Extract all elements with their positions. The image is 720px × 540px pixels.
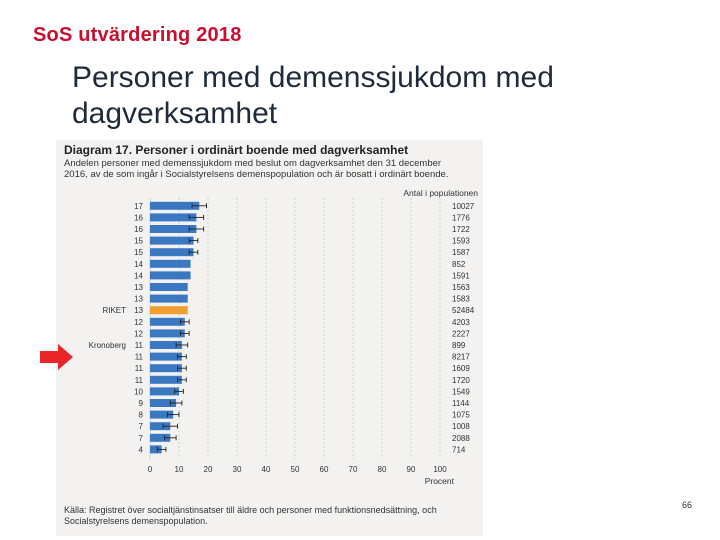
population-count: 1720	[452, 376, 470, 385]
value-label: 17	[134, 202, 143, 211]
value-label: 14	[134, 260, 143, 269]
value-label: 7	[139, 422, 144, 431]
value-label: 12	[134, 329, 143, 338]
value-label: 8	[139, 411, 144, 420]
x-tick-label: 70	[349, 465, 358, 474]
bar-chart: 0 10 20 30 40 50 60 70 80 90 100 Procent Antal i pop…	[89, 188, 479, 486]
population-count: 4203	[452, 318, 470, 327]
x-axis-label: Procent	[425, 476, 455, 486]
value-label: 13	[134, 306, 143, 315]
arrow-icon	[40, 344, 73, 370]
x-tick-label: 50	[291, 465, 300, 474]
slide-title: Personer med demenssjukdom med dagverksa…	[72, 61, 554, 130]
brand-title: SoS utvärdering 2018	[33, 24, 242, 46]
bar	[150, 433, 171, 442]
population-count: 899	[452, 341, 466, 350]
population-count: 1591	[452, 271, 470, 280]
population-count: 852	[452, 260, 466, 269]
bar	[150, 341, 182, 349]
value-label: 12	[134, 318, 143, 327]
value-label: 14	[134, 271, 143, 280]
bar	[150, 375, 182, 384]
x-tick-label: 100	[433, 465, 447, 474]
bar	[150, 201, 200, 210]
x-tick-label: 0	[148, 465, 153, 474]
chart-title: Diagram 17. Personer i ordinärt boende m…	[64, 143, 409, 157]
chart-source: Källa: Registret över socialtjänstinsats…	[64, 505, 437, 526]
bar	[150, 399, 177, 407]
value-label: 4	[139, 445, 144, 454]
page-number: 66	[682, 500, 693, 510]
population-count: 1563	[452, 283, 470, 292]
x-tick-label: 20	[204, 465, 213, 474]
value-label: 16	[134, 225, 143, 234]
bar	[150, 294, 188, 303]
bar	[150, 364, 182, 373]
value-label: 9	[139, 399, 144, 408]
value-label: 13	[134, 295, 143, 304]
population-count: 8217	[452, 353, 470, 362]
bar	[150, 445, 162, 454]
population-count: 714	[452, 445, 466, 454]
bar	[150, 248, 194, 257]
population-count: 2227	[452, 329, 470, 338]
x-tick-label: 30	[233, 465, 242, 474]
bar	[150, 225, 197, 233]
population-count: 1722	[452, 225, 470, 234]
x-tick-label: 60	[320, 465, 329, 474]
bar	[150, 317, 185, 326]
x-tick-label: 90	[407, 465, 416, 474]
population-count: 1144	[452, 399, 470, 408]
population-count: 1776	[452, 213, 470, 222]
population-count: 1609	[452, 364, 470, 373]
population-count: 2088	[452, 434, 470, 443]
population-count: 10027	[452, 202, 475, 211]
value-label: 11	[135, 376, 144, 385]
value-label: 11	[135, 353, 144, 362]
value-label: 11	[135, 364, 144, 373]
bar	[150, 271, 191, 280]
value-label: 16	[134, 213, 143, 222]
bar	[150, 410, 174, 419]
value-label: 10	[134, 387, 143, 396]
bar	[150, 259, 191, 268]
value-label: 13	[134, 283, 143, 292]
population-count: 52484	[452, 306, 475, 315]
x-tick-label: 10	[175, 465, 184, 474]
value-label: 15	[134, 237, 143, 246]
population-count: 1583	[452, 295, 470, 304]
bar	[150, 306, 188, 315]
value-label: 15	[134, 248, 143, 257]
population-count: 1075	[452, 411, 470, 420]
x-tick-label: 80	[378, 465, 387, 474]
population-header: Antal i populationen	[403, 188, 478, 198]
category-label: Kronoberg	[89, 341, 126, 350]
value-label: 7	[139, 434, 144, 443]
bar	[150, 387, 179, 396]
category-label: RIKET	[102, 306, 126, 315]
bar	[150, 422, 171, 431]
population-count: 1587	[452, 248, 470, 257]
population-count: 1008	[452, 422, 470, 431]
population-count: 1549	[452, 387, 470, 396]
bar	[150, 352, 182, 361]
value-label: 11	[135, 341, 144, 350]
bar	[150, 236, 194, 245]
chart-subtitle: Andelen personer med demenssjukdom med b…	[64, 158, 449, 180]
bar	[150, 213, 197, 222]
bar	[150, 283, 188, 291]
population-count: 1593	[452, 237, 470, 246]
bar	[150, 329, 185, 338]
x-tick-label: 40	[262, 465, 271, 474]
chart-figure: 0 10 20 30 40 50 60 70 80 90 100 Procent Antal i pop…	[56, 140, 483, 536]
